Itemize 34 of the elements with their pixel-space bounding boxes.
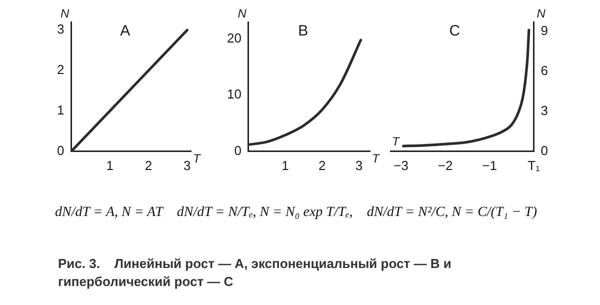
x-tick-label: 1: [282, 158, 289, 173]
x-tick-label: T₁: [528, 158, 541, 173]
y-tick-label: 0: [540, 142, 548, 158]
y-axis-title: N: [536, 6, 546, 20]
x-axis-title: T: [392, 134, 401, 149]
x-tick-label: 3: [184, 158, 191, 173]
y-tick-label: 6: [540, 62, 548, 78]
x-tick-label: 2: [318, 158, 326, 173]
y-axis-title: N: [60, 6, 70, 20]
y-tick-label: 3: [56, 22, 64, 37]
chart-title: B: [298, 22, 308, 40]
y-tick-label: 0: [56, 142, 64, 158]
text: dN/dT = N²/C, N = C/(T₁ − T): [366, 205, 538, 221]
x-tick-label: 3: [355, 158, 363, 173]
y-tick-label: 10: [226, 86, 242, 102]
x-tick-label: −2: [438, 158, 453, 173]
y-tick-label: 9: [540, 22, 548, 38]
x-tick-label: −3: [394, 158, 408, 173]
x-axis-title: T: [193, 152, 202, 166]
chart-title: A: [120, 22, 130, 40]
y-axis-title: N: [238, 6, 247, 20]
y-tick-label: 3: [540, 102, 548, 118]
y-tick-label: 1: [56, 102, 64, 118]
text: Рис. 3. Линейный рост — A, экспоненциальный рост — B и гиперболический рост — C: [58, 255, 452, 291]
text: dN/dT = A, N = AT: [55, 205, 163, 221]
x-axis-title: T: [372, 152, 381, 166]
x-tick-label: 1: [106, 158, 114, 173]
y-tick-label: 2: [56, 62, 64, 78]
x-tick-label: −1: [482, 158, 497, 173]
x-tick-label: 2: [144, 158, 152, 173]
chart-title: C: [449, 22, 460, 40]
y-tick-label: 20: [226, 30, 242, 46]
y-tick-label: 0: [234, 142, 242, 158]
text: dN/dT = N/Tₑ, N = N₀ exp T/Tₑ,: [176, 205, 353, 221]
